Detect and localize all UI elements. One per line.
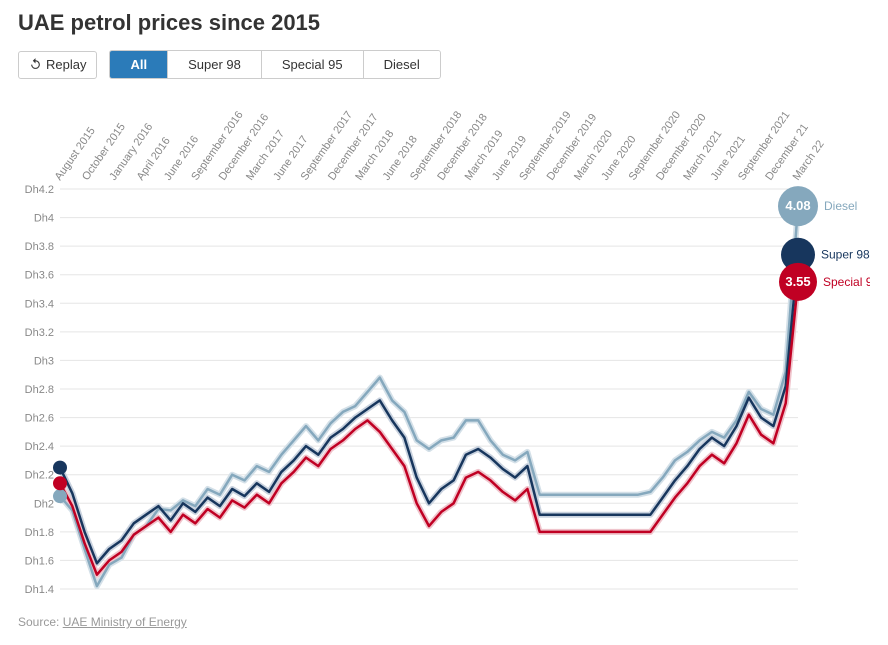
source-line: Source: UAE Ministry of Energy — [18, 615, 870, 629]
tab-diesel[interactable]: Diesel — [364, 51, 440, 78]
svg-text:Dh4.2: Dh4.2 — [25, 184, 54, 196]
svg-text:Dh2.4: Dh2.4 — [25, 441, 54, 453]
series-label-special-95: Special 95 — [823, 275, 870, 289]
line-chart: Dh1.4 Dh1.6 Dh1.8 Dh2 Dh2.2 Dh2.4 Dh2.6 Dh2.8 Dh… — [18, 89, 870, 609]
tab-special-95[interactable]: Special 95 — [262, 51, 364, 78]
svg-text:Dh1.6: Dh1.6 — [25, 555, 54, 567]
replay-icon — [29, 57, 42, 73]
source-prefix: Source: — [18, 615, 63, 629]
start-dot-diesel — [53, 489, 67, 503]
svg-text:Dh3: Dh3 — [34, 355, 54, 367]
svg-text:Dh2.8: Dh2.8 — [25, 384, 54, 396]
series-label-diesel: Diesel — [824, 199, 857, 213]
svg-text:Dh3.2: Dh3.2 — [25, 327, 54, 339]
svg-text:Dh2.6: Dh2.6 — [25, 413, 54, 425]
tab-all[interactable]: All — [110, 51, 168, 78]
chart-svg: Dh1.4 Dh1.6 Dh1.8 Dh2 Dh2.2 Dh2.4 Dh2.6 Dh2.8 Dh… — [18, 89, 870, 609]
replay-label: Replay — [46, 57, 86, 72]
svg-text:Dh2: Dh2 — [34, 498, 54, 510]
svg-text:Dh4: Dh4 — [34, 213, 54, 225]
svg-text:Dh1.8: Dh1.8 — [25, 527, 54, 539]
svg-text:3.55: 3.55 — [785, 274, 810, 289]
start-dot-special-95 — [53, 476, 67, 490]
series-label-super-98: Super 98 — [821, 248, 870, 262]
page-title: UAE petrol prices since 2015 — [18, 10, 870, 36]
filter-tabs: AllSuper 98Special 95Diesel — [109, 50, 440, 79]
svg-text:Dh3.4: Dh3.4 — [25, 298, 54, 310]
svg-text:Dh3.6: Dh3.6 — [25, 270, 54, 282]
svg-text:4.08: 4.08 — [785, 198, 810, 213]
replay-button[interactable]: Replay — [18, 51, 97, 79]
tab-super-98[interactable]: Super 98 — [168, 51, 262, 78]
start-dot-super-98 — [53, 461, 67, 475]
series-line-special-95 — [60, 282, 798, 575]
svg-text:Dh1.4: Dh1.4 — [25, 584, 54, 596]
svg-text:Dh2.2: Dh2.2 — [25, 470, 54, 482]
source-link[interactable]: UAE Ministry of Energy — [63, 615, 187, 629]
svg-text:Dh3.8: Dh3.8 — [25, 241, 54, 253]
controls-bar: Replay AllSuper 98Special 95Diesel — [18, 50, 870, 79]
